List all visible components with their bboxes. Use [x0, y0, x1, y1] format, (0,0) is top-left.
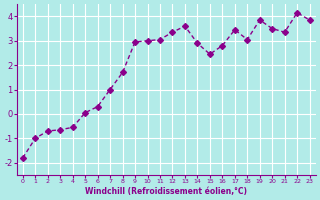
X-axis label: Windchill (Refroidissement éolien,°C): Windchill (Refroidissement éolien,°C): [85, 187, 247, 196]
